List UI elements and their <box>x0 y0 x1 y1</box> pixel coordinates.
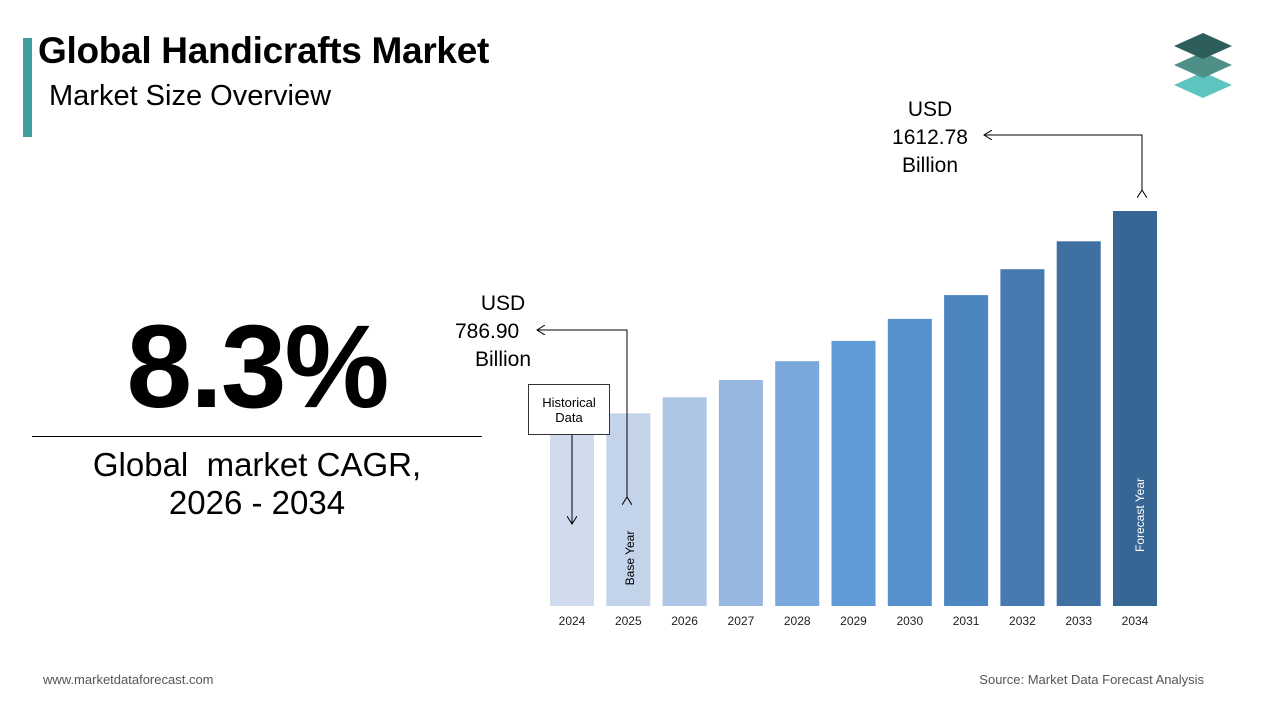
x-tick-label-2024: 2024 <box>559 614 586 628</box>
bar-2029 <box>831 340 876 606</box>
base-value-amount: 786.90 <box>455 320 520 343</box>
base-value-currency: USD <box>480 292 526 315</box>
historical-label-line1: Historical <box>542 394 596 410</box>
x-tick-label-2034: 2034 <box>1122 614 1149 628</box>
x-tick-label-2033: 2033 <box>1065 614 1092 628</box>
x-tick-label-2028: 2028 <box>784 614 811 628</box>
cagr-label-line2: 2026 - 2034 <box>168 484 346 521</box>
bar-2030 <box>887 318 932 606</box>
x-axis-labels: 2024 2025 2026 2027 2028 2029 2030 2031 2032 2033… <box>559 614 1149 628</box>
x-tick-label-2031: 2031 <box>953 614 980 628</box>
page-title: Global Handicrafts Market <box>38 30 490 71</box>
bar-2028 <box>775 361 820 606</box>
cagr-value: 8.3% <box>126 301 390 433</box>
bar-2034 <box>1113 211 1157 606</box>
x-tick-label-2025: 2025 <box>615 614 642 628</box>
base-value-unit: Billion <box>474 348 532 371</box>
footer-source: Source: Market Data Forecast Analysis <box>979 672 1204 687</box>
cagr-label: Global market CAGR, 2026 - 2034 <box>32 446 482 522</box>
cagr-label-line1: Global market CAGR, <box>92 446 422 483</box>
forecast-value-callout: USD 1612.78 Billion <box>880 96 980 180</box>
forecast-value-currency: USD <box>907 98 953 121</box>
bar-2031 <box>944 295 989 606</box>
forecast-value-unit: Billion <box>901 154 959 177</box>
title-accent-bar <box>23 38 32 137</box>
x-tick-label-2032: 2032 <box>1009 614 1036 628</box>
bars-layer <box>550 211 1157 607</box>
bar-2027 <box>718 380 763 606</box>
forecast-value-arrow <box>984 135 1142 190</box>
bar-2033 <box>1056 241 1101 607</box>
x-tick-label-2027: 2027 <box>728 614 755 628</box>
x-tick-label-2030: 2030 <box>896 614 923 628</box>
x-tick-label-2026: 2026 <box>671 614 698 628</box>
x-tick-label-2029: 2029 <box>840 614 867 628</box>
historical-data-box: Historical Data <box>528 384 610 435</box>
bar-2026 <box>662 397 707 606</box>
bar-2032 <box>1000 269 1045 606</box>
base-value-arrow <box>537 330 627 497</box>
stacked-layers-icon <box>1174 33 1232 98</box>
footer-website: www.marketdataforecast.com <box>43 672 214 687</box>
forecast-year-label: Forecast Year <box>1133 478 1147 552</box>
forecast-value-amount: 1612.78 <box>892 126 968 149</box>
base-value-callout: USD 786.90 Billion <box>450 290 556 374</box>
base-year-label: Base Year <box>623 531 637 586</box>
cagr-divider <box>32 436 482 437</box>
page-subtitle: Market Size Overview <box>49 80 332 112</box>
historical-label-line2: Data <box>555 409 583 425</box>
